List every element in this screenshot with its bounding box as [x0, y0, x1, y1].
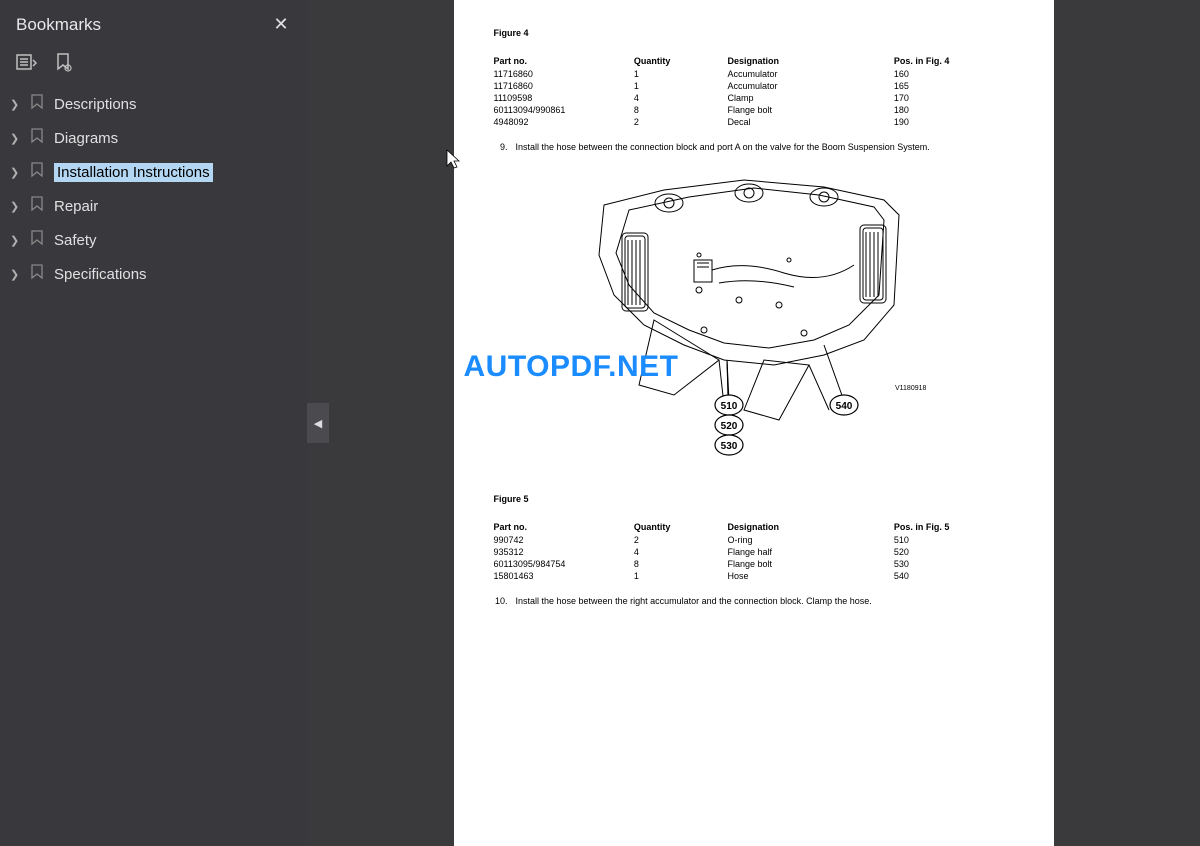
col-header: Quantity	[634, 56, 728, 68]
chevron-right-icon: ❯	[10, 200, 20, 213]
bookmark-label: Repair	[54, 198, 98, 215]
col-header: Part no.	[494, 522, 634, 534]
step-number: 9.	[494, 142, 508, 152]
view-options-icon[interactable]	[16, 54, 38, 72]
figure-reference: V1180918	[895, 385, 927, 392]
chevron-right-icon: ❯	[10, 98, 20, 111]
col-header: Designation	[727, 56, 893, 68]
callout-520: 520	[720, 421, 737, 432]
bookmarks-sidebar: Bookmarks ✕ ❯ Descriptions ❯ Diagrams ❯ …	[0, 0, 307, 846]
callout-540: 540	[835, 401, 852, 412]
figure5-table: Part no. Quantity Designation Pos. in Fi…	[494, 522, 1014, 582]
bookmark-icon	[30, 264, 44, 284]
chevron-right-icon: ❯	[10, 234, 20, 247]
current-bookmark-icon[interactable]	[54, 53, 72, 73]
bookmark-icon	[30, 196, 44, 216]
bookmark-item-diagrams[interactable]: ❯ Diagrams	[0, 121, 307, 155]
callout-530: 530	[720, 441, 737, 452]
table-row: 9907422O-ring510	[494, 534, 1014, 546]
bookmark-item-descriptions[interactable]: ❯ Descriptions	[0, 87, 307, 121]
table-row: 117168601Accumulator165	[494, 80, 1014, 92]
figure4-table: Part no. Quantity Designation Pos. in Fi…	[494, 56, 1014, 128]
col-header: Part no.	[494, 56, 634, 68]
technical-diagram: AUTOPDF.NET	[494, 160, 1014, 480]
chevron-right-icon: ❯	[10, 268, 20, 281]
document-viewport[interactable]: Figure 4 Part no. Quantity Designation P…	[307, 0, 1200, 846]
bookmark-label: Diagrams	[54, 130, 118, 147]
step-text: Install the hose between the right accum…	[516, 596, 1014, 606]
sidebar-toolbar	[0, 45, 307, 87]
step-10: 10. Install the hose between the right a…	[494, 596, 1014, 606]
col-header: Pos. in Fig. 4	[894, 56, 1014, 68]
bookmark-item-repair[interactable]: ❯ Repair	[0, 189, 307, 223]
chevron-right-icon: ❯	[10, 166, 20, 179]
table-row: 117168601Accumulator160	[494, 68, 1014, 80]
bookmark-label: Safety	[54, 232, 97, 249]
table-row: 60113095/9847548Flange bolt530	[494, 558, 1014, 570]
bookmark-label: Descriptions	[54, 96, 137, 113]
figure5-caption: Figure 5	[494, 494, 1014, 504]
bookmark-icon	[30, 94, 44, 114]
bookmark-item-installation-instructions[interactable]: ❯ Installation Instructions	[0, 155, 307, 189]
col-header: Designation	[727, 522, 893, 534]
machinery-diagram-svg: V1180918 510 520 530 540	[544, 165, 964, 475]
bookmark-icon	[30, 230, 44, 250]
sidebar-title: Bookmarks	[16, 15, 101, 35]
col-header: Pos. in Fig. 5	[894, 522, 1014, 534]
table-row: 49480922Decal190	[494, 116, 1014, 128]
collapse-sidebar-toggle[interactable]: ◀	[307, 403, 329, 443]
callout-510: 510	[720, 401, 737, 412]
close-icon[interactable]: ✕	[271, 14, 291, 35]
document-page: Figure 4 Part no. Quantity Designation P…	[454, 0, 1054, 846]
step-text: Install the hose between the connection …	[516, 142, 1014, 152]
bookmark-item-specifications[interactable]: ❯ Specifications	[0, 257, 307, 291]
col-header: Quantity	[634, 522, 728, 534]
bookmark-label: Specifications	[54, 266, 147, 283]
bookmark-label: Installation Instructions	[54, 163, 213, 182]
table-row: 9353124Flange half520	[494, 546, 1014, 558]
table-header-row: Part no. Quantity Designation Pos. in Fi…	[494, 522, 1014, 534]
watermark-text: AUTOPDF.NET	[464, 350, 679, 384]
table-header-row: Part no. Quantity Designation Pos. in Fi…	[494, 56, 1014, 68]
table-row: 111095984Clamp170	[494, 92, 1014, 104]
bookmarks-list: ❯ Descriptions ❯ Diagrams ❯ Installation…	[0, 87, 307, 291]
step-9: 9. Install the hose between the connecti…	[494, 142, 1014, 152]
chevron-right-icon: ❯	[10, 132, 20, 145]
table-row: 158014631Hose540	[494, 570, 1014, 582]
figure4-caption: Figure 4	[494, 28, 1014, 38]
bookmark-icon	[30, 162, 44, 182]
bookmark-icon	[30, 128, 44, 148]
bookmark-item-safety[interactable]: ❯ Safety	[0, 223, 307, 257]
table-row: 60113094/9908618Flange bolt180	[494, 104, 1014, 116]
sidebar-header: Bookmarks ✕	[0, 0, 307, 45]
step-number: 10.	[494, 596, 508, 606]
